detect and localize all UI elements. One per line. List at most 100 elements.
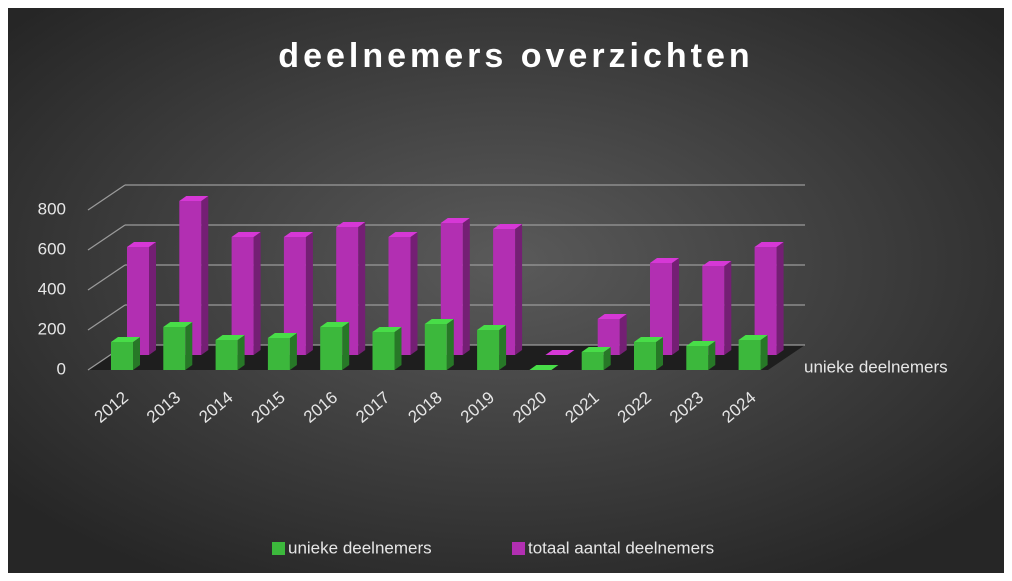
y-tick-label: 600 — [38, 239, 66, 258]
bar-front — [283, 237, 306, 355]
grid-line-side — [87, 264, 126, 291]
bar-side — [619, 314, 627, 355]
bar-side — [237, 335, 245, 370]
bar — [372, 327, 402, 370]
bar-front — [388, 237, 411, 355]
bar-side — [410, 232, 418, 355]
y-tick-label: 400 — [38, 279, 66, 298]
bar-side — [149, 242, 156, 355]
bar-top — [127, 242, 156, 247]
bar-side — [724, 261, 732, 355]
grid-line-side — [87, 184, 126, 211]
bar — [634, 337, 663, 370]
bar — [545, 350, 575, 355]
bar — [320, 322, 350, 370]
bar-side — [289, 333, 297, 370]
bar — [231, 232, 261, 355]
bar-top — [597, 314, 627, 319]
bar-side — [708, 341, 716, 370]
bar-top — [336, 222, 366, 227]
bar-side — [446, 319, 454, 370]
bar-top — [529, 365, 559, 370]
bar-top — [754, 242, 784, 247]
bar-top — [163, 322, 193, 327]
bar-front — [477, 330, 500, 370]
bar-side — [185, 322, 193, 370]
bar — [283, 232, 313, 355]
bar-side — [305, 232, 313, 355]
bar-top — [440, 218, 470, 223]
bar-top — [111, 337, 140, 342]
bar-front — [127, 247, 149, 355]
legend-label: totaal aantal deelnemers — [528, 538, 714, 557]
bar-side — [603, 347, 611, 370]
bar-front — [267, 338, 290, 370]
bar-side — [672, 258, 679, 355]
bar-top — [283, 232, 313, 237]
bar-front — [738, 340, 761, 370]
bar-front — [424, 324, 447, 370]
bar-front — [754, 247, 777, 355]
bar — [424, 319, 454, 370]
bar-top — [179, 196, 209, 201]
bar-front — [215, 340, 238, 370]
y-tick-label: 800 — [38, 199, 66, 218]
bar-side — [515, 224, 523, 355]
bar-side — [133, 337, 140, 370]
bar-top — [424, 319, 454, 324]
chart-title: deelnemers overzichten — [278, 37, 753, 75]
bar-top — [634, 337, 663, 342]
bar — [493, 224, 523, 355]
bar-front — [231, 237, 254, 355]
bar-side — [776, 242, 784, 355]
bar — [477, 325, 507, 370]
bar — [581, 347, 611, 370]
bar-side — [201, 196, 209, 355]
grid-line-side — [87, 304, 126, 331]
bar-front — [179, 201, 202, 355]
bar-front — [372, 332, 395, 370]
bar-front — [581, 352, 604, 370]
bar-front — [163, 327, 186, 370]
bar — [686, 341, 716, 370]
bar-side — [342, 322, 350, 370]
bar-side — [462, 218, 470, 355]
bar — [127, 242, 156, 355]
bar-top — [372, 327, 402, 332]
bar-front — [686, 346, 709, 370]
bar-top — [493, 224, 523, 229]
bar-front — [650, 263, 672, 355]
bar-front — [634, 342, 656, 370]
bar — [650, 258, 679, 355]
bar-front — [111, 342, 133, 370]
bar-top — [650, 258, 679, 263]
bar — [267, 333, 297, 370]
bar — [754, 242, 784, 355]
bar-top — [267, 333, 297, 338]
bar-top — [320, 322, 350, 327]
bar — [215, 335, 245, 370]
bar-front — [320, 327, 343, 370]
bar — [163, 322, 193, 370]
bar — [702, 261, 732, 355]
y-tick-label: 200 — [38, 319, 66, 338]
bar-top — [702, 261, 732, 266]
bar-side — [760, 335, 768, 370]
bar-top — [581, 347, 611, 352]
bar — [597, 314, 627, 355]
bar-top — [738, 335, 768, 340]
bar-top — [388, 232, 418, 237]
bar — [388, 232, 418, 355]
bar-top — [686, 341, 716, 346]
bar — [529, 365, 559, 370]
bar-side — [499, 325, 507, 370]
depth-axis-label: unieke deelnemers — [804, 357, 948, 376]
bar-side — [253, 232, 261, 355]
bar-side — [358, 222, 366, 355]
bar-top — [215, 335, 245, 340]
bar-front — [493, 229, 516, 355]
legend-label: unieke deelnemers — [288, 538, 432, 557]
bar-side — [394, 327, 402, 370]
bar — [111, 337, 140, 370]
